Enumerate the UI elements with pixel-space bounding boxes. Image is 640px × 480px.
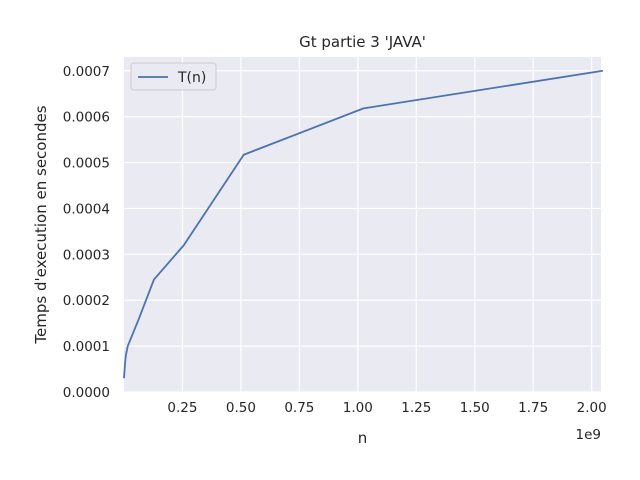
series-line-t-n [123,69,604,379]
y-tick-label: 0.0003 [63,247,110,263]
x-tick-label: 1.75 [518,400,548,416]
y-axis-ticks: 0.0000 0.0001 0.0002 0.0003 0.0004 0.0005 0.00… [63,64,110,401]
y-tick-label: 0.0000 [63,385,110,401]
grid [124,57,601,393]
y-tick-label: 0.0002 [63,293,110,309]
chart-title: Gt partie 3 'JAVA' [299,33,426,51]
x-tick-label: 0.75 [284,400,314,416]
x-axis-ticks: 0.25 0.50 0.75 1.00 1.25 1.50 1.75 2.00 [167,400,606,416]
y-tick-label: 0.0004 [63,201,110,217]
x-axis-offset-label: 1e9 [576,427,601,443]
legend-label: T(n) [177,70,206,86]
y-tick-label: 0.0001 [63,339,110,355]
y-tick-label: 0.0007 [63,64,110,80]
x-tick-label: 2.00 [577,400,607,416]
legend-box [130,62,217,91]
y-tick-label: 0.0006 [63,110,110,126]
plot-area [124,57,601,392]
x-tick-label: 1.00 [343,400,373,416]
y-tick-label: 0.0005 [63,156,110,172]
series-layer [123,69,604,379]
x-axis-label: n [358,429,368,447]
x-tick-label: 1.25 [401,400,431,416]
legend: T(n) [130,62,217,91]
x-tick-label: 1.50 [460,400,490,416]
y-axis-label: Temps d'execution en secondes [32,105,50,344]
x-tick-label: 0.25 [167,400,197,416]
x-tick-label: 0.50 [226,400,256,416]
